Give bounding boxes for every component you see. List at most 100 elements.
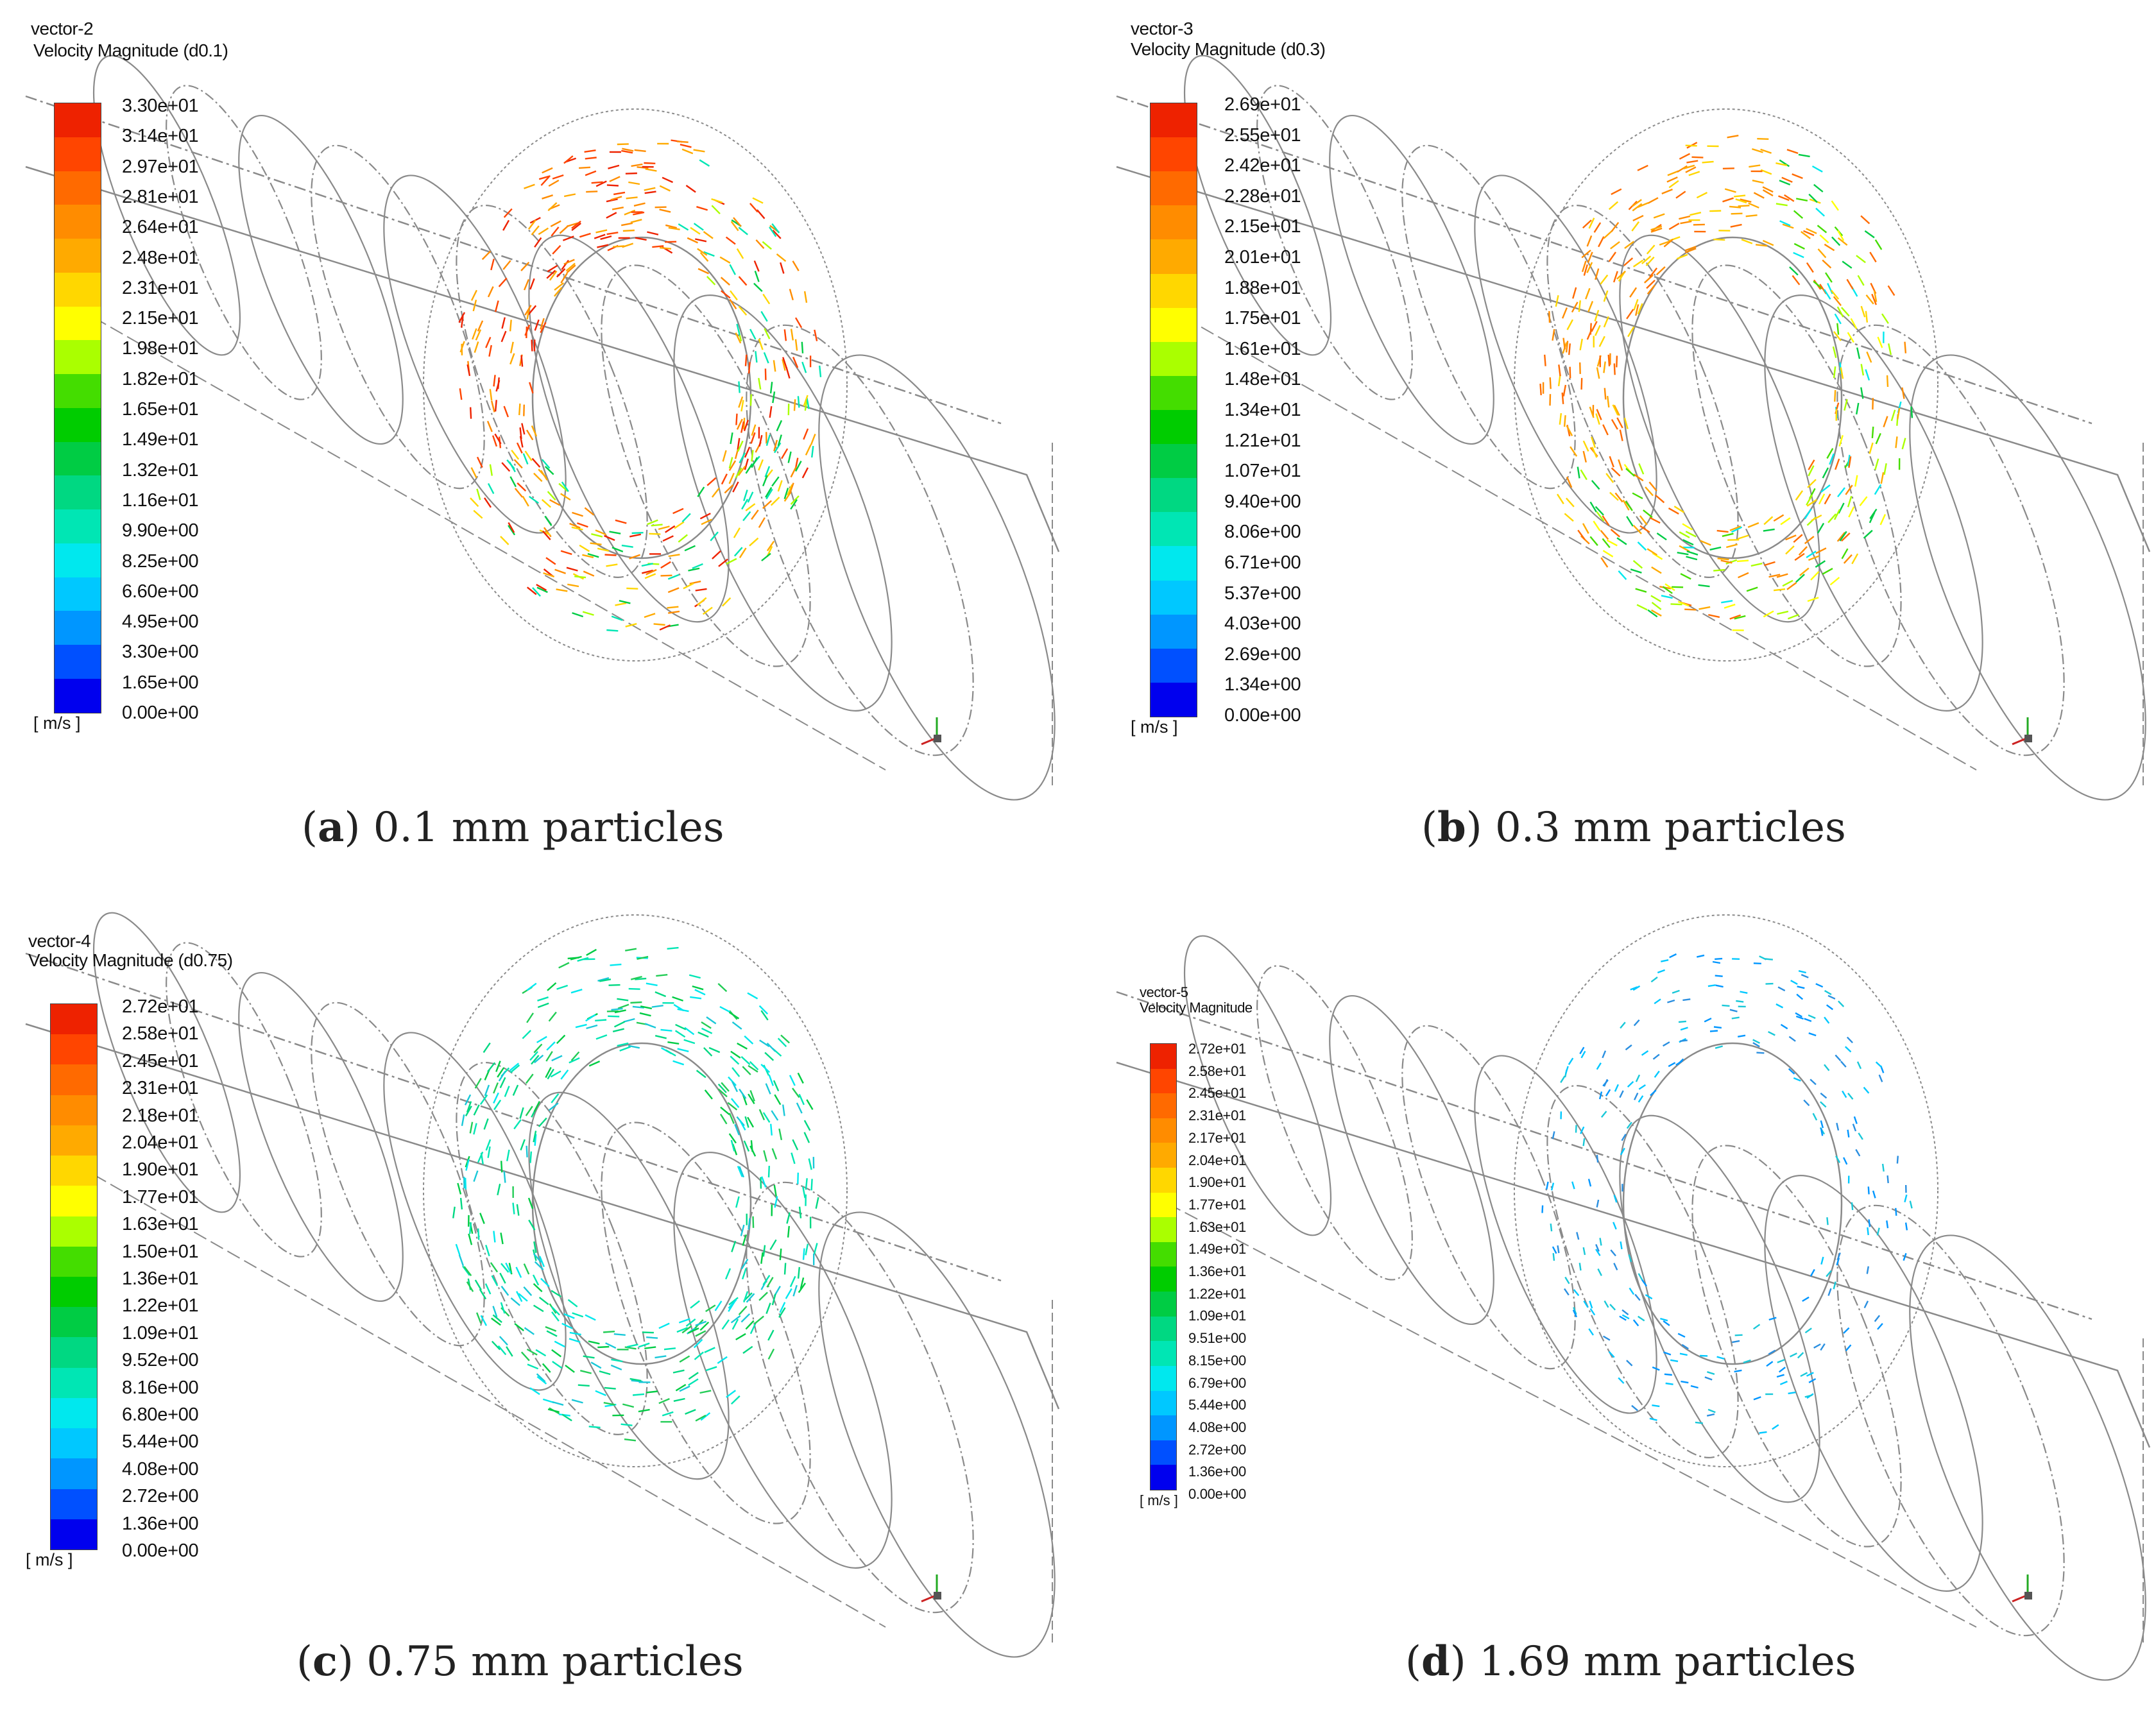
velocity-arrow [771, 1293, 776, 1306]
velocity-arrow [513, 459, 523, 469]
velocity-arrow [660, 561, 671, 569]
velocity-arrow [1856, 402, 1860, 415]
velocity-arrow [1552, 328, 1555, 341]
velocity-arrow [1682, 546, 1695, 549]
velocity-arrow [1641, 1050, 1649, 1056]
velocity-arrow [469, 1222, 472, 1234]
velocity-arrow [710, 531, 719, 542]
velocity-arrow [791, 1152, 796, 1165]
velocity-arrow [510, 1297, 520, 1306]
velocity-arrow [1803, 230, 1815, 237]
velocity-arrow [503, 405, 509, 418]
velocity-arrow [1606, 539, 1618, 547]
pipe-ring-outline [1546, 1085, 1739, 1458]
velocity-arrow [624, 1346, 637, 1350]
velocity-arrow [597, 977, 610, 982]
pipe-ring-outline [1474, 1055, 1657, 1414]
velocity-arrow [1779, 180, 1791, 186]
velocity-arrow [1598, 236, 1605, 248]
velocity-arrow [1745, 214, 1758, 218]
velocity-arrow [695, 1320, 707, 1327]
velocity-arrow [490, 259, 495, 271]
velocity-arrow [1738, 572, 1749, 579]
velocity-arrow [1734, 1369, 1742, 1373]
velocity-arrow [749, 1322, 757, 1335]
pipe-ring-outline [166, 942, 322, 1258]
velocity-arrow [764, 1052, 774, 1061]
velocity-arrow [776, 253, 787, 262]
velocity-arrow [1604, 1300, 1609, 1308]
velocity-arrow [1608, 252, 1616, 262]
velocity-arrow [672, 1369, 685, 1374]
velocity-arrow [1822, 568, 1833, 575]
velocity-arrow [646, 568, 657, 576]
velocity-arrow [1713, 1026, 1722, 1029]
velocity-arrow [524, 324, 531, 336]
velocity-arrow [1798, 546, 1808, 556]
velocity-arrow [620, 1423, 633, 1426]
pipe-ring-outline [1329, 115, 1494, 445]
torus-inner-outline [1622, 1042, 1843, 1365]
velocity-arrow [1801, 973, 1809, 978]
velocity-arrow [734, 1123, 740, 1136]
velocity-arrow [777, 1037, 787, 1048]
velocity-arrow [514, 1322, 524, 1331]
velocity-arrow [805, 1178, 808, 1190]
velocity-arrow [1775, 1003, 1784, 1009]
velocity-arrow [1865, 369, 1870, 381]
velocity-arrow [1572, 1310, 1578, 1318]
velocity-arrow [1837, 487, 1845, 498]
velocity-arrow [481, 250, 492, 260]
velocity-arrow [739, 547, 747, 558]
pipe-ring-outline [383, 1032, 567, 1391]
velocity-arrow [1643, 509, 1653, 518]
velocity-arrow [1878, 1074, 1883, 1082]
velocity-arrow [1575, 1125, 1577, 1133]
pipe-ring-outline [1546, 205, 1739, 578]
velocity-arrow [1752, 148, 1763, 153]
velocity-arrow [1823, 289, 1831, 300]
legend-tick-label: 4.03e+00 [1224, 613, 1301, 635]
velocity-arrow [1582, 523, 1589, 534]
velocity-arrow [613, 191, 626, 196]
pipe-ring-outline [383, 175, 567, 534]
velocity-arrow [502, 219, 510, 231]
velocity-arrow [635, 237, 647, 241]
velocity-arrow [771, 223, 780, 234]
velocity-arrow [1596, 409, 1602, 420]
velocity-arrow [1793, 243, 1805, 250]
velocity-arrow [499, 1272, 506, 1284]
velocity-arrow [625, 623, 637, 627]
velocity-arrow [654, 991, 667, 998]
velocity-arrow [1785, 534, 1797, 541]
velocity-arrow [754, 1315, 764, 1324]
velocity-arrow [1605, 1089, 1611, 1096]
velocity-arrow [567, 222, 579, 227]
velocity-arrow [815, 1197, 819, 1209]
velocity-arrow [586, 191, 598, 193]
velocity-arrow [1594, 310, 1600, 321]
velocity-arrow [1595, 268, 1600, 280]
legend-tick-label: 2.04e+01 [1188, 1152, 1246, 1168]
velocity-arrow [736, 248, 744, 259]
velocity-arrow [703, 231, 714, 239]
velocity-arrow [1845, 1344, 1852, 1352]
legend-color-step [1151, 171, 1197, 206]
velocity-arrow [493, 375, 496, 387]
wireframe-scene [1116, 55, 2151, 801]
velocity-arrow [1788, 1391, 1796, 1395]
velocity-arrow [1763, 561, 1775, 567]
velocity-arrow [610, 196, 622, 201]
velocity-arrow [1666, 176, 1678, 183]
velocity-arrow [626, 196, 638, 200]
velocity-arrow [737, 438, 740, 450]
velocity-arrow [525, 1105, 533, 1116]
velocity-arrow [1706, 1413, 1715, 1417]
velocity-arrow [1734, 1334, 1743, 1336]
velocity-arrow [696, 1070, 706, 1079]
velocity-arrow [1843, 554, 1852, 564]
velocity-arrow [508, 525, 516, 536]
velocity-arrow [572, 511, 583, 517]
velocity-arrow [660, 1028, 672, 1032]
velocity-arrow [1859, 496, 1868, 506]
